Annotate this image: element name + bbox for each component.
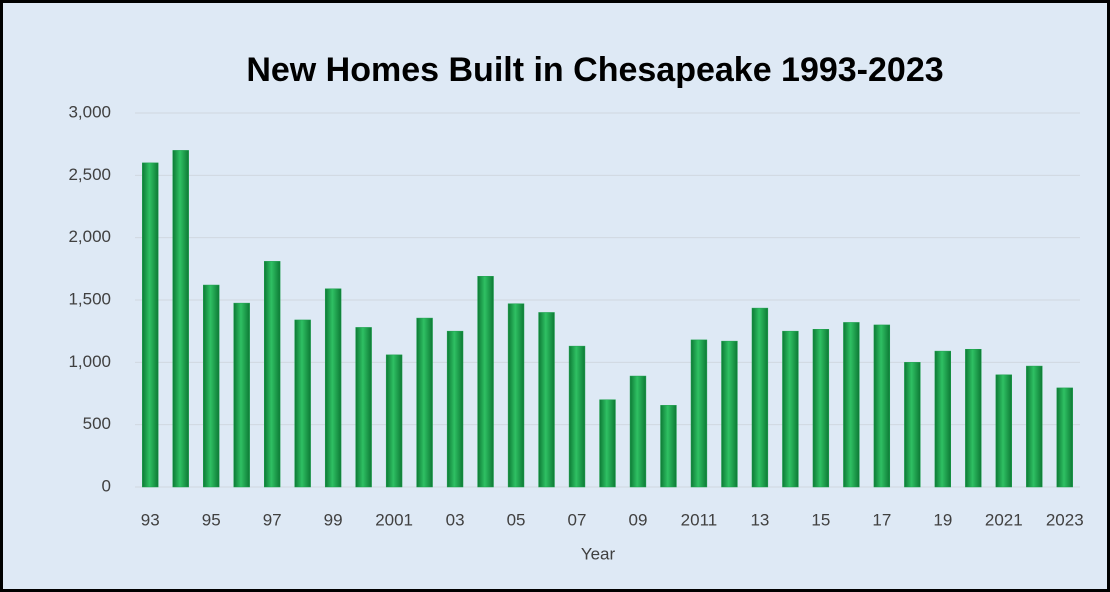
bar <box>507 303 525 488</box>
y-tick-label: 1,000 <box>68 352 111 371</box>
bar <box>416 317 433 488</box>
bar <box>172 150 189 488</box>
bar <box>1056 387 1073 488</box>
bar <box>660 405 677 488</box>
bar <box>446 330 464 488</box>
bar <box>965 348 982 488</box>
bar <box>324 288 342 488</box>
bar <box>264 261 281 488</box>
x-tick-label: 93 <box>141 510 160 529</box>
bar <box>477 276 494 488</box>
bar <box>873 324 891 488</box>
x-tick-label: 05 <box>507 510 526 529</box>
x-tick-label: 13 <box>750 510 769 529</box>
y-tick-label: 2,500 <box>68 165 111 184</box>
y-tick-label: 500 <box>83 414 111 433</box>
y-tick-label: 2,000 <box>68 227 111 246</box>
bar <box>385 354 403 488</box>
bar <box>721 340 738 488</box>
bar <box>538 312 555 488</box>
x-axis-label: Year <box>581 544 616 563</box>
x-tick-label: 97 <box>263 510 282 529</box>
x-tick-label: 17 <box>872 510 891 529</box>
x-tick-label: 2001 <box>375 510 413 529</box>
bar <box>934 350 951 488</box>
y-tick-label: 1,500 <box>68 289 111 308</box>
x-tick-label: 03 <box>446 510 465 529</box>
x-tick-label: 19 <box>933 510 952 529</box>
x-tick-label: 15 <box>811 510 830 529</box>
x-tick-label: 07 <box>568 510 587 529</box>
x-tick-label: 95 <box>202 510 221 529</box>
chart-title: New Homes Built in Chesapeake 1993-2023 <box>246 51 943 89</box>
bar <box>599 399 616 488</box>
bar <box>690 339 708 488</box>
bar <box>568 345 586 488</box>
x-tick-label: 2023 <box>1046 510 1084 529</box>
y-tick-label: 3,000 <box>68 102 111 121</box>
x-tick-label: 2011 <box>681 510 718 529</box>
bar <box>233 302 250 488</box>
bar <box>904 362 921 488</box>
bar <box>843 322 860 488</box>
bar <box>995 374 1012 488</box>
bar <box>629 375 647 488</box>
bar <box>812 329 830 488</box>
bar <box>294 319 311 488</box>
bar <box>1026 365 1043 488</box>
bar <box>142 162 159 488</box>
bar <box>782 330 799 488</box>
bar <box>751 307 769 488</box>
bar <box>355 327 372 488</box>
x-tick-label: 99 <box>324 510 343 529</box>
x-tick-label: 09 <box>629 510 648 529</box>
x-tick-label: 2021 <box>985 510 1023 529</box>
y-tick-label: 0 <box>102 476 111 495</box>
bar <box>203 284 220 488</box>
